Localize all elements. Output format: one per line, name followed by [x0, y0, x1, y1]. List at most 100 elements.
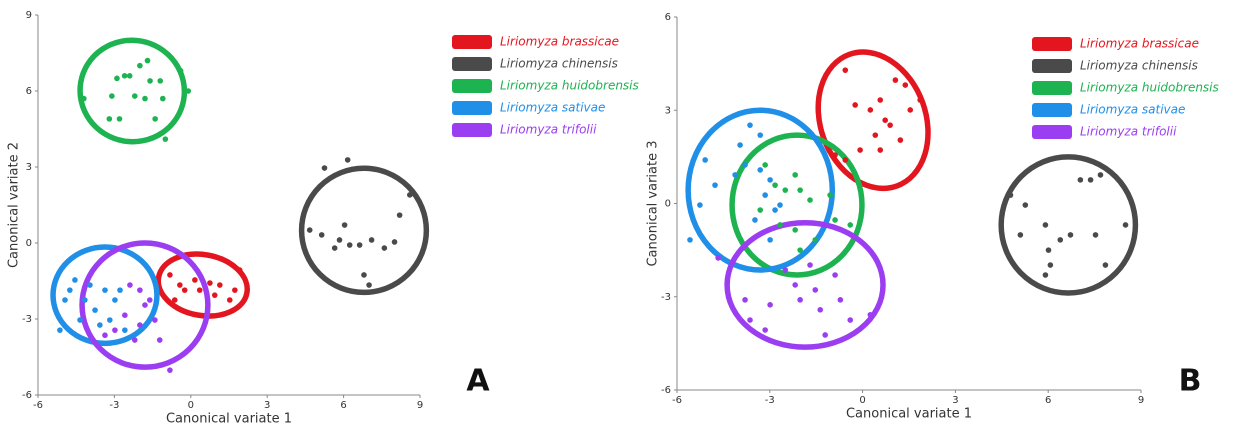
point: [842, 157, 849, 163]
point: [712, 182, 718, 188]
point: [897, 137, 904, 143]
legend-label: Liriomyza chinensis: [1080, 59, 1198, 73]
point: [344, 157, 351, 163]
point: [847, 317, 854, 323]
point: [146, 297, 153, 303]
point: [767, 237, 773, 243]
point: [782, 187, 789, 193]
x-tick-label: 6: [340, 400, 346, 411]
point: [336, 237, 343, 243]
confidence-ellipse: [729, 132, 865, 278]
point: [767, 302, 773, 308]
point: [1045, 247, 1052, 253]
point: [396, 212, 403, 218]
point: [687, 237, 693, 243]
y-tick-label: 6: [665, 12, 671, 23]
point: [102, 332, 108, 339]
point: [57, 327, 63, 333]
point: [131, 337, 138, 343]
legend-swatch: [1032, 103, 1072, 117]
legend-label: Liriomyza chinensis: [500, 57, 618, 71]
point: [207, 280, 213, 286]
point: [162, 136, 169, 142]
point: [757, 207, 764, 213]
point: [361, 272, 367, 278]
point: [1087, 177, 1094, 183]
point: [792, 227, 798, 233]
point: [407, 192, 413, 198]
legend-swatch: [452, 79, 492, 93]
point: [117, 287, 123, 293]
point: [152, 116, 158, 122]
legend-label: Liriomyza huidobrensis: [1080, 81, 1219, 95]
point: [114, 75, 120, 82]
point: [131, 93, 138, 99]
point: [807, 197, 813, 203]
y-tick-label: 0: [665, 199, 671, 210]
panel: -6 -3 0 3 6 9 -6 -3 0 3 6 9 Canonical variate 1 Canon…: [7, 10, 639, 427]
point: [877, 97, 884, 103]
y-tick-label: 3: [665, 105, 671, 116]
point: [62, 297, 68, 303]
point: [67, 287, 73, 293]
point: [137, 62, 143, 69]
point: [762, 162, 768, 168]
point: [892, 77, 899, 83]
point: [732, 172, 738, 178]
panel: -6 -3 0 3 6 9 -6 -3 0 3 6 Canonical variate 1 Canoni…: [646, 12, 1219, 422]
point: [772, 207, 778, 213]
point: [127, 282, 133, 288]
point: [331, 245, 338, 251]
point: [137, 322, 143, 328]
point: [917, 97, 923, 103]
point: [391, 239, 398, 245]
point: [81, 95, 87, 102]
point: [177, 67, 184, 74]
point: [181, 287, 188, 293]
point: [752, 217, 758, 223]
legend-label: Liriomyza trifolii: [500, 123, 597, 137]
point: [1042, 272, 1049, 278]
point: [152, 317, 158, 323]
point: [832, 217, 838, 223]
legend-swatch: [1032, 37, 1072, 51]
legend-label: Liriomyza trifolii: [1080, 125, 1177, 139]
point: [171, 297, 178, 303]
point: [381, 245, 388, 251]
legend-swatch: [452, 57, 492, 71]
point: [762, 192, 768, 198]
point: [742, 297, 748, 303]
point: [1092, 232, 1099, 238]
confidence-ellipse: [50, 244, 160, 347]
point: [106, 116, 113, 122]
x-tick-label: 9: [1138, 395, 1144, 406]
point: [126, 73, 133, 79]
point: [792, 282, 798, 288]
point: [1097, 172, 1104, 178]
legend-label: Liriomyza sativae: [1080, 103, 1185, 117]
point: [1057, 237, 1064, 243]
panel-label: A: [466, 364, 490, 399]
point: [167, 367, 173, 373]
point: [142, 302, 148, 308]
point: [747, 317, 753, 323]
point: [867, 311, 874, 318]
point: [211, 292, 218, 298]
point: [122, 327, 128, 333]
confidence-ellipse: [298, 165, 430, 296]
x-tick-label: 9: [417, 400, 423, 411]
point: [121, 73, 128, 79]
point: [346, 242, 353, 248]
confidence-ellipse: [724, 220, 886, 350]
point: [157, 78, 164, 84]
legend-label: Liriomyza huidobrensis: [500, 79, 639, 93]
confidence-ellipse: [815, 49, 931, 192]
x-tick-label: 6: [1045, 395, 1051, 406]
point: [318, 232, 325, 238]
x-tick-label: 3: [264, 400, 270, 411]
x-axis-title: Canonical variate 1: [166, 412, 292, 427]
x-tick-label: 3: [952, 395, 958, 406]
y-axis-title: Canonical variate 2: [7, 142, 22, 268]
point: [842, 67, 849, 73]
